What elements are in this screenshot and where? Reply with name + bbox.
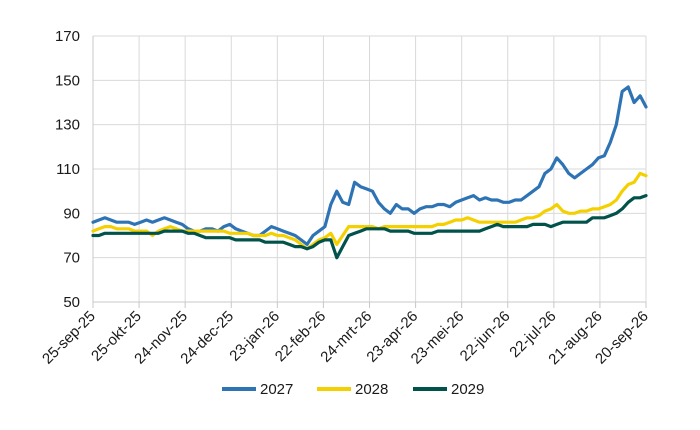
y-tick-labels: 50 70 90 110 130 150 170: [55, 28, 80, 311]
x-tick-label: 25-sep-25: [39, 308, 99, 368]
y-tick-label: 70: [63, 250, 80, 267]
y-tick-label: 110: [56, 161, 80, 178]
legend-label-2028: 2028: [355, 381, 388, 398]
series-lines: [91, 85, 648, 260]
legend-label-2029: 2029: [451, 381, 484, 398]
series-line-2027: [91, 85, 648, 246]
x-tick-labels: 25-sep-2525-okt-2524-nov-2524-dec-2523-j…: [39, 308, 652, 368]
y-tick-label: 50: [63, 294, 80, 311]
axes: [92, 36, 646, 303]
legend: 2027 2028 2029: [222, 381, 484, 398]
gridlines: [92, 35, 647, 308]
legend-label-2027: 2027: [260, 381, 293, 398]
series-line-2029: [91, 194, 648, 260]
x-tick-label: 22-jun-26: [457, 308, 514, 365]
y-tick-label: 170: [55, 28, 80, 45]
y-tick-label: 150: [55, 72, 80, 89]
y-tick-label: 90: [63, 205, 80, 222]
y-tick-label: 130: [55, 117, 80, 134]
